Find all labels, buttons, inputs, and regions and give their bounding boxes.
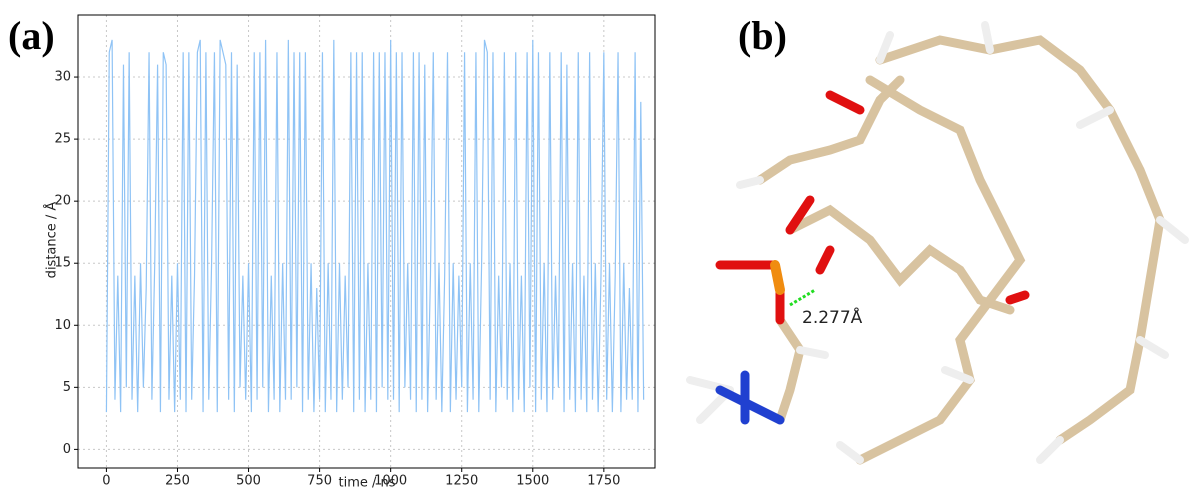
y-tick-label: 5	[63, 380, 71, 395]
x-tick-label: 1500	[516, 474, 549, 489]
distance-annotation: 2.277Å	[802, 306, 863, 328]
y-axis-label: distance / Å	[44, 202, 60, 279]
y-tick-label: 10	[54, 318, 71, 333]
plot-frame	[77, 14, 656, 469]
y-tick-label: 30	[54, 70, 71, 85]
x-tick-label: 750	[307, 474, 332, 489]
series-line	[105, 39, 645, 413]
x-tick-label: 1250	[445, 474, 478, 489]
x-axis-label: time / ns	[338, 476, 395, 490]
x-tick-label: 500	[236, 474, 261, 489]
y-tick-label: 15	[54, 256, 71, 271]
x-tick-label: 0	[102, 474, 110, 489]
y-tick-label: 25	[54, 132, 71, 147]
x-tick-label: 1750	[587, 474, 620, 489]
panel-label: (a)	[8, 13, 55, 58]
molecule	[686, 21, 1189, 465]
y-tick-label: 20	[54, 194, 71, 209]
x-tick-label: 1000	[374, 474, 407, 489]
x-tick-label: 250	[165, 474, 190, 489]
y-tick-label: 0	[63, 442, 71, 457]
panel-label: (b)	[738, 13, 787, 58]
